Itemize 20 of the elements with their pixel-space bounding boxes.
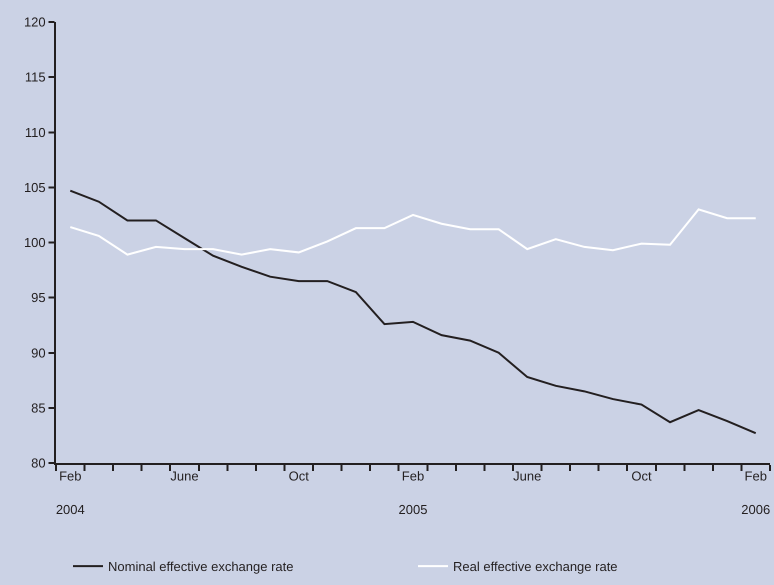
y-tick-label: 90 bbox=[31, 345, 46, 360]
x-tick-label: June bbox=[170, 468, 199, 484]
y-tick-label: 115 bbox=[24, 70, 46, 85]
y-tick-label: 120 bbox=[24, 14, 46, 30]
x-tick-label: June bbox=[513, 468, 542, 484]
line-series bbox=[69, 190, 757, 434]
legend-label: Real effective exchange rate bbox=[453, 559, 618, 574]
x-tick-label: Oct bbox=[631, 468, 652, 484]
y-tick-label: 95 bbox=[31, 290, 46, 306]
y-tick-label: 110 bbox=[24, 124, 46, 140]
category-label: Feb 2005 bbox=[398, 468, 428, 518]
legend-label: Nominal effective exchange rate bbox=[108, 559, 294, 574]
category-label: Feb 2006 bbox=[741, 468, 770, 518]
y-tick-label: 80 bbox=[31, 456, 46, 471]
y-tick-label: 100 bbox=[24, 235, 46, 250]
x-tick-label: Oct bbox=[288, 468, 310, 484]
y-tick-label: 85 bbox=[31, 400, 46, 416]
line-series bbox=[69, 208, 757, 256]
category-label: Feb 2004 bbox=[56, 468, 85, 518]
y-tick-label: 105 bbox=[24, 180, 46, 195]
